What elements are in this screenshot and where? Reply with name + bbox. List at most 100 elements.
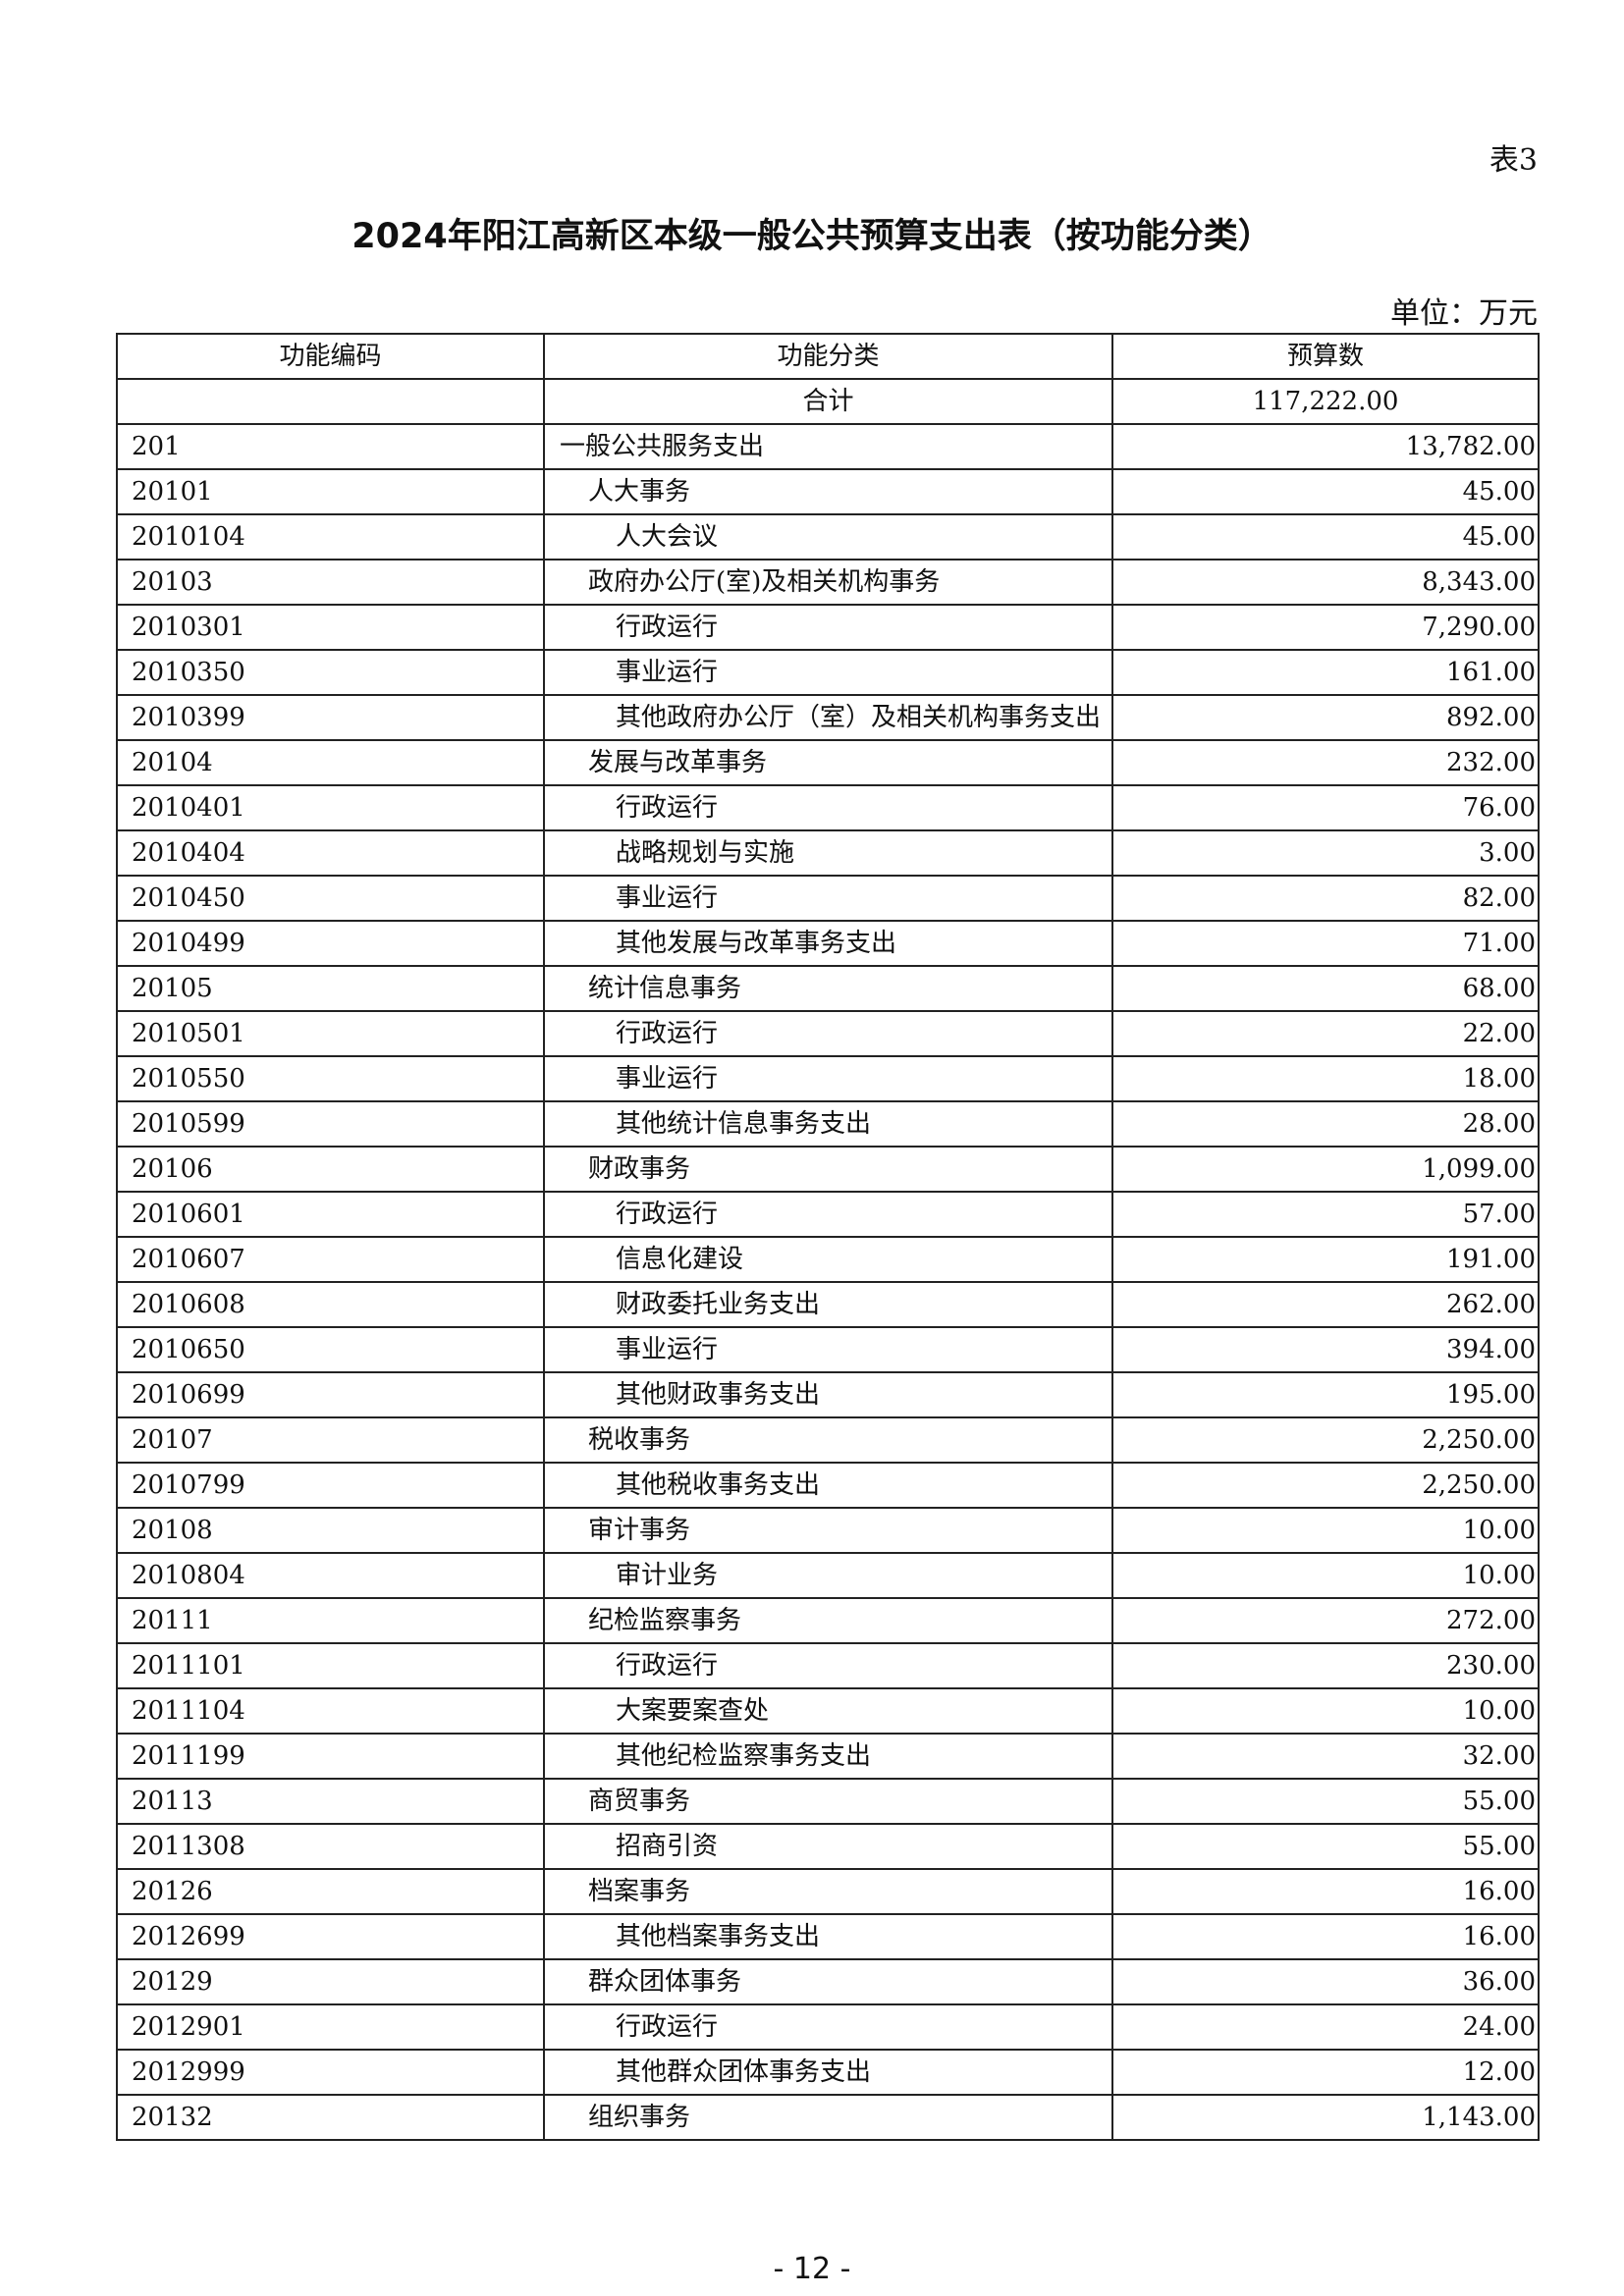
code-cell: 2010650 bbox=[116, 1326, 545, 1373]
amount-cell: 8,343.00 bbox=[1111, 559, 1540, 606]
category-cell: 事业运行 bbox=[543, 1326, 1113, 1373]
table-row: 2010804 审计业务 10.00 bbox=[116, 1552, 1540, 1599]
table-row: 2010450 事业运行 82.00 bbox=[116, 875, 1540, 922]
category-cell: 财政委托业务支出 bbox=[543, 1281, 1113, 1328]
amount-cell: 10.00 bbox=[1111, 1687, 1540, 1735]
code-cell: 20103 bbox=[116, 559, 545, 606]
code-cell: 2011104 bbox=[116, 1687, 545, 1735]
total-label: 合计 bbox=[543, 378, 1113, 425]
table-row: 2010601 行政运行 57.00 bbox=[116, 1191, 1540, 1238]
category-cell: 事业运行 bbox=[543, 649, 1113, 696]
table-row: 2010550 事业运行 18.00 bbox=[116, 1055, 1540, 1102]
category-cell: 发展与改革事务 bbox=[543, 739, 1113, 786]
category-cell: 战略规划与实施 bbox=[543, 829, 1113, 877]
table-row: 201 一般公共服务支出 13,782.00 bbox=[116, 423, 1540, 470]
code-cell: 20106 bbox=[116, 1146, 545, 1193]
amount-cell: 82.00 bbox=[1111, 875, 1540, 922]
code-cell: 20107 bbox=[116, 1416, 545, 1464]
code-cell: 20126 bbox=[116, 1868, 545, 1915]
category-cell: 其他政府办公厅（室）及相关机构事务支出 bbox=[543, 694, 1113, 741]
table-row: 2012699 其他档案事务支出 16.00 bbox=[116, 1913, 1540, 1960]
category-cell: 招商引资 bbox=[543, 1823, 1113, 1870]
category-cell: 群众团体事务 bbox=[543, 1958, 1113, 2005]
table-row: 20104 发展与改革事务 232.00 bbox=[116, 739, 1540, 786]
category-cell: 行政运行 bbox=[543, 784, 1113, 831]
code-cell: 2011199 bbox=[116, 1733, 545, 1780]
category-cell: 行政运行 bbox=[543, 2003, 1113, 2051]
header-amount: 预算数 bbox=[1111, 333, 1540, 380]
category-cell: 纪检监察事务 bbox=[543, 1597, 1113, 1644]
amount-cell: 13,782.00 bbox=[1111, 423, 1540, 470]
category-cell: 事业运行 bbox=[543, 1055, 1113, 1102]
category-cell: 其他税收事务支出 bbox=[543, 1462, 1113, 1509]
category-cell: 其他发展与改革事务支出 bbox=[543, 920, 1113, 967]
amount-cell: 76.00 bbox=[1111, 784, 1540, 831]
category-cell: 行政运行 bbox=[543, 604, 1113, 651]
table-row: 2010799 其他税收事务支出 2,250.00 bbox=[116, 1462, 1540, 1509]
table-row: 2011104 大案要案查处 10.00 bbox=[116, 1687, 1540, 1735]
amount-cell: 191.00 bbox=[1111, 1236, 1540, 1283]
code-cell: 20111 bbox=[116, 1597, 545, 1644]
table-row: 2011199 其他纪检监察事务支出 32.00 bbox=[116, 1733, 1540, 1780]
code-cell: 2010301 bbox=[116, 604, 545, 651]
amount-cell: 45.00 bbox=[1111, 468, 1540, 515]
amount-cell: 16.00 bbox=[1111, 1913, 1540, 1960]
amount-cell: 55.00 bbox=[1111, 1778, 1540, 1825]
category-cell: 组织事务 bbox=[543, 2094, 1113, 2141]
table-row: 20132 组织事务 1,143.00 bbox=[116, 2094, 1540, 2141]
code-cell: 2010501 bbox=[116, 1010, 545, 1057]
amount-cell: 3.00 bbox=[1111, 829, 1540, 877]
category-cell: 事业运行 bbox=[543, 875, 1113, 922]
category-cell: 人大会议 bbox=[543, 513, 1113, 561]
table-row: 2010401 行政运行 76.00 bbox=[116, 784, 1540, 831]
category-cell: 行政运行 bbox=[543, 1191, 1113, 1238]
code-cell: 2010350 bbox=[116, 649, 545, 696]
page-title: 2024年阳江高新区本级一般公共预算支出表（按功能分类） bbox=[352, 217, 1272, 256]
table-row: 2010404 战略规划与实施 3.00 bbox=[116, 829, 1540, 877]
table-row: 2010501 行政运行 22.00 bbox=[116, 1010, 1540, 1057]
page-number: - 12 - bbox=[773, 2252, 851, 2286]
table-row: 2010350 事业运行 161.00 bbox=[116, 649, 1540, 696]
code-cell: 20104 bbox=[116, 739, 545, 786]
table-row: 2010607 信息化建设 191.00 bbox=[116, 1236, 1540, 1283]
code-cell: 2010607 bbox=[116, 1236, 545, 1283]
code-cell: 2010499 bbox=[116, 920, 545, 967]
table-row: 2012901 行政运行 24.00 bbox=[116, 2003, 1540, 2051]
amount-cell: 394.00 bbox=[1111, 1326, 1540, 1373]
table-row: 20101 人大事务 45.00 bbox=[116, 468, 1540, 515]
code-cell: 201 bbox=[116, 423, 545, 470]
code-cell: 2010804 bbox=[116, 1552, 545, 1599]
category-cell: 行政运行 bbox=[543, 1642, 1113, 1689]
table-row: 20113 商贸事务 55.00 bbox=[116, 1778, 1540, 1825]
total-amount: 117,222.00 bbox=[1111, 378, 1540, 425]
table-row: 2010301 行政运行 7,290.00 bbox=[116, 604, 1540, 651]
table-row: 2011308 招商引资 55.00 bbox=[116, 1823, 1540, 1870]
category-cell: 政府办公厅(室)及相关机构事务 bbox=[543, 559, 1113, 606]
code-cell: 2010599 bbox=[116, 1100, 545, 1148]
code-cell: 2012699 bbox=[116, 1913, 545, 1960]
code-cell: 20101 bbox=[116, 468, 545, 515]
code-cell: 20113 bbox=[116, 1778, 545, 1825]
amount-cell: 12.00 bbox=[1111, 2049, 1540, 2096]
total-row: 合计 117,222.00 bbox=[116, 378, 1540, 425]
code-cell: 2010699 bbox=[116, 1371, 545, 1418]
amount-cell: 195.00 bbox=[1111, 1371, 1540, 1418]
code-cell: 2010608 bbox=[116, 1281, 545, 1328]
category-cell: 税收事务 bbox=[543, 1416, 1113, 1464]
code-cell: 2011308 bbox=[116, 1823, 545, 1870]
code-cell: 2010401 bbox=[116, 784, 545, 831]
amount-cell: 272.00 bbox=[1111, 1597, 1540, 1644]
amount-cell: 232.00 bbox=[1111, 739, 1540, 786]
category-cell: 大案要案查处 bbox=[543, 1687, 1113, 1735]
header-code: 功能编码 bbox=[116, 333, 545, 380]
category-cell: 财政事务 bbox=[543, 1146, 1113, 1193]
amount-cell: 7,290.00 bbox=[1111, 604, 1540, 651]
code-cell: 2010450 bbox=[116, 875, 545, 922]
amount-cell: 32.00 bbox=[1111, 1733, 1540, 1780]
table-row: 20107 税收事务 2,250.00 bbox=[116, 1416, 1540, 1464]
category-cell: 其他档案事务支出 bbox=[543, 1913, 1113, 1960]
category-cell: 一般公共服务支出 bbox=[543, 423, 1113, 470]
category-cell: 商贸事务 bbox=[543, 1778, 1113, 1825]
header-category: 功能分类 bbox=[543, 333, 1113, 380]
code-cell: 2010601 bbox=[116, 1191, 545, 1238]
